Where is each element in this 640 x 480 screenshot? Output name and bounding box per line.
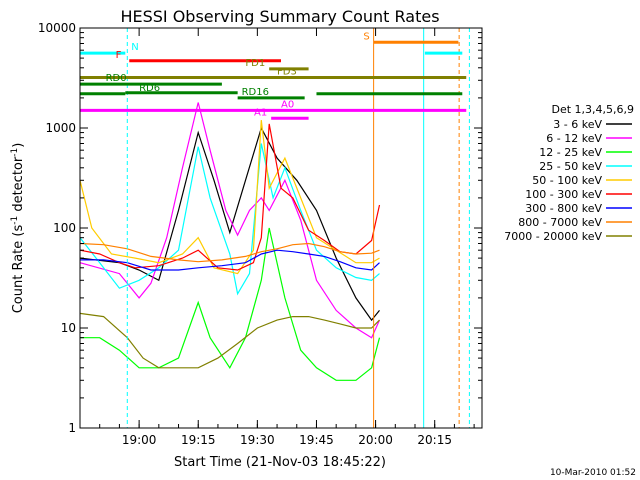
- x-axis-label: Start Time (21-Nov-03 18:45:22): [174, 455, 386, 470]
- series-line-6: [79, 123, 381, 271]
- y-tick-label-2: 10: [61, 321, 76, 335]
- legend-label-7: 300 - 800 keV: [525, 202, 602, 215]
- y-tick-label-1: 1: [68, 421, 76, 435]
- flag-label-1: N: [131, 42, 138, 53]
- series-line-7: [80, 249, 380, 271]
- legend-label-8: 800 - 7000 keV: [518, 216, 602, 229]
- series-line-9: [79, 312, 380, 369]
- series-line-8: [79, 242, 380, 263]
- legend-label-6: 100 - 300 keV: [525, 188, 602, 201]
- x-tick-label-5: 20:00: [358, 433, 393, 447]
- flag-label-9: RD16: [242, 87, 269, 98]
- plot-area: NF FD1 FD3 RD0 RD6 RD16 A0 A1 S 19:00 19:15 19:30 19…: [38, 21, 483, 447]
- flag-label-3: F: [116, 50, 122, 61]
- y-tick-label-4: 1000: [45, 121, 76, 135]
- series-line-3: [80, 227, 381, 381]
- timestamp: 10-Mar-2010 01:52: [550, 468, 636, 478]
- legend-title: Det 1,3,4,5,6,9: [551, 103, 634, 116]
- legend-label-4: 25 - 50 keV: [539, 160, 602, 173]
- legend-label-5: 50 - 100 keV: [532, 174, 602, 187]
- legend-label-9: 7000 - 20000 keV: [504, 230, 602, 243]
- legend-label-1: 3 - 6 keV: [553, 118, 602, 131]
- legend-label-2: 6 - 12 keV: [546, 132, 602, 145]
- flag-label-11: A0: [281, 99, 294, 110]
- flag-label-5: FD3: [277, 66, 297, 77]
- y-tick-label-3: 100: [53, 221, 76, 235]
- y-tick-label-5: 10000: [38, 21, 76, 35]
- legend-label-3: 12 - 25 keV: [539, 146, 602, 159]
- flag-label-4: FD1: [245, 58, 265, 69]
- series-line-5: [79, 120, 380, 275]
- series-line-4: [79, 143, 380, 296]
- flag-label-12: A1: [254, 107, 267, 118]
- y-axis-label: Count Rate (s-1 detector-1): [10, 143, 26, 314]
- series-line-2: [79, 102, 381, 339]
- x-tick-label-4: 19:45: [299, 433, 334, 447]
- x-tick-label-6: 20:15: [417, 433, 452, 447]
- flag-label-7: RD6: [139, 83, 160, 94]
- flag-label-6: RD0: [106, 73, 127, 84]
- flag-label-13: S: [363, 31, 369, 42]
- chart-title: HESSI Observing Summary Count Rates: [120, 7, 439, 26]
- x-tick-label-1: 19:00: [122, 433, 157, 447]
- series-line-1: [79, 126, 380, 322]
- x-tick-label-3: 19:30: [240, 433, 275, 447]
- x-tick-label-2: 19:15: [181, 433, 216, 447]
